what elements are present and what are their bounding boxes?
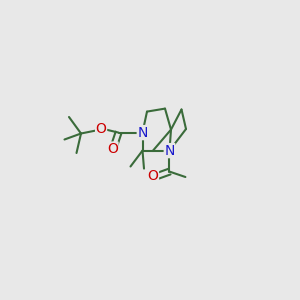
Text: N: N <box>164 144 175 158</box>
Text: O: O <box>96 122 106 136</box>
Text: N: N <box>137 126 148 140</box>
Text: O: O <box>107 142 118 156</box>
Text: O: O <box>148 169 158 182</box>
